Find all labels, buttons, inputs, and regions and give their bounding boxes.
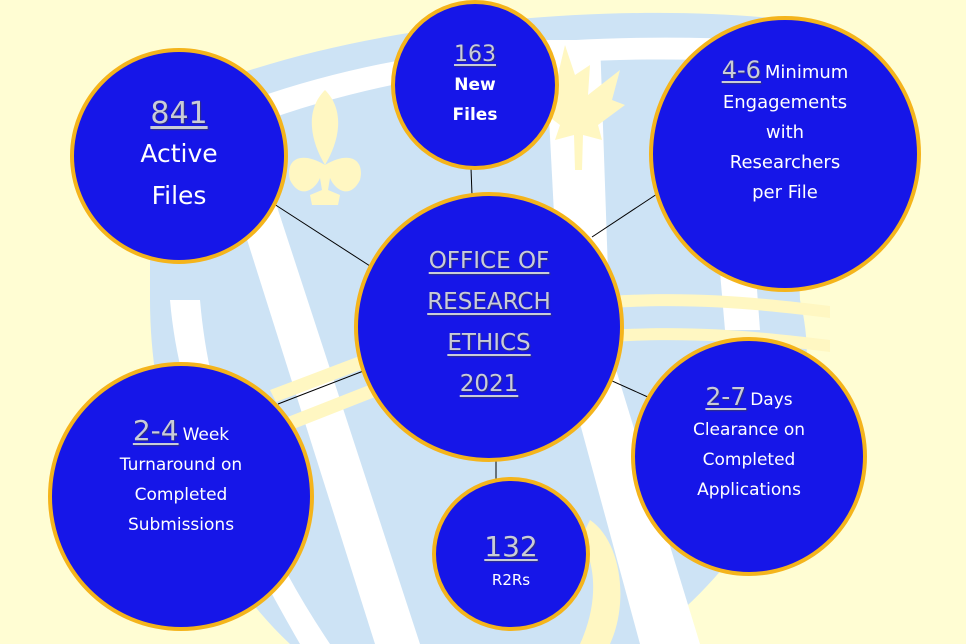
engagements-number: 4-6 bbox=[721, 56, 761, 84]
bubble-r2rs: 132 R2Rs bbox=[432, 477, 590, 631]
r2rs-number: 132 bbox=[484, 530, 538, 563]
new-files-label-1: New bbox=[454, 75, 496, 95]
engagements-label-1: Engagements bbox=[722, 92, 848, 113]
bubble-turnaround: 2-4 Week Turnaround on Completed Submissi… bbox=[48, 362, 314, 631]
fleur-de-lis-icon bbox=[289, 90, 361, 205]
clearance-label-3: Applications bbox=[697, 480, 801, 500]
connector-clearance bbox=[609, 379, 651, 399]
clearance-number: 2-7 bbox=[705, 382, 747, 411]
engagements-label-2: with bbox=[765, 122, 805, 143]
turnaround-label-3: Submissions bbox=[127, 514, 235, 535]
clearance-inline-label: Days bbox=[750, 390, 793, 410]
bubble-new-files: 163 New Files bbox=[391, 0, 559, 170]
connector-active-files bbox=[273, 203, 371, 267]
new-files-number: 163 bbox=[454, 42, 496, 67]
active-files-label-1: Active bbox=[140, 139, 218, 168]
turnaround-label-1: Turnaround on bbox=[119, 454, 243, 475]
engagements-inline-label: Minimum bbox=[764, 62, 849, 83]
bubble-clearance: 2-7 Days Clearance on Completed Applicati… bbox=[631, 337, 867, 576]
active-files-number: 841 bbox=[150, 96, 208, 131]
connector-engagements bbox=[591, 193, 658, 238]
turnaround-number: 2-4 bbox=[132, 413, 179, 447]
connector-new-files bbox=[470, 167, 473, 196]
clearance-label-2: Completed bbox=[702, 450, 796, 470]
center-title-line-1: OFFICE OF bbox=[428, 248, 550, 274]
bubble-engagements: 4-6 Minimum Engagements with Researchers … bbox=[649, 16, 921, 292]
bubble-active-files: 841 Active Files bbox=[70, 48, 288, 264]
new-files-label-2: Files bbox=[452, 105, 498, 125]
r2rs-label: R2Rs bbox=[491, 571, 531, 589]
maple-leaf-icon bbox=[540, 45, 625, 170]
center-title-line-2: RESEARCH bbox=[427, 289, 551, 315]
center-title-line-3: ETHICS bbox=[447, 330, 531, 356]
bubble-center-title: OFFICE OF RESEARCH ETHICS 2021 bbox=[354, 192, 624, 462]
turnaround-inline-label: Week bbox=[182, 424, 230, 445]
engagements-label-3: Researchers bbox=[729, 152, 841, 173]
turnaround-label-2: Completed bbox=[134, 484, 228, 505]
clearance-label-1: Clearance on bbox=[692, 420, 806, 440]
active-files-label-2: Files bbox=[151, 181, 207, 210]
connector-turnaround bbox=[277, 369, 367, 405]
center-title-line-4: 2021 bbox=[459, 371, 519, 397]
engagements-label-4: per File bbox=[752, 182, 818, 203]
